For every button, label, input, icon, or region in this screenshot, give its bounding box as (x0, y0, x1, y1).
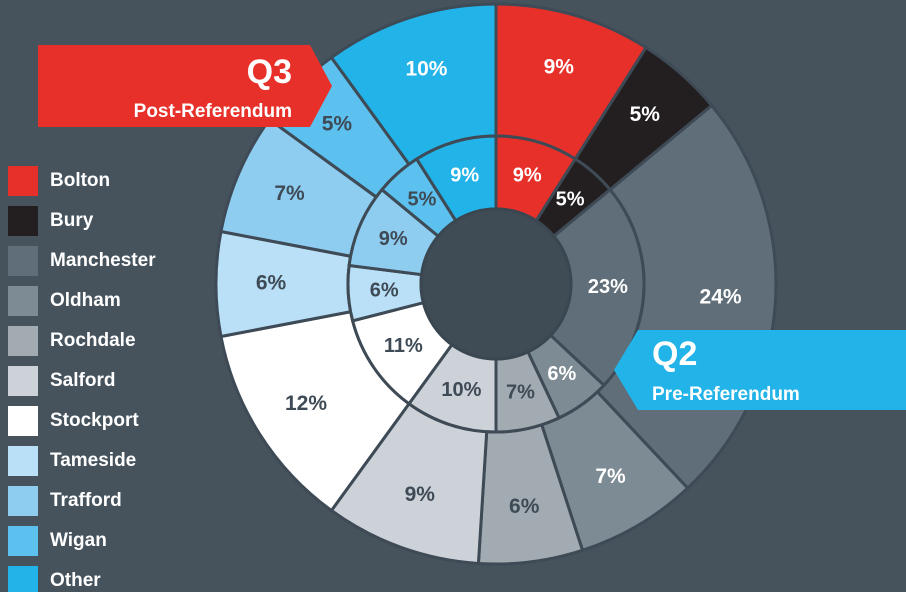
value-label: 9% (379, 228, 408, 250)
legend-swatch (8, 526, 38, 556)
value-label: 9% (450, 165, 479, 187)
legend-swatch (8, 286, 38, 316)
value-label: 7% (506, 382, 535, 404)
q3-title: Q3 (247, 53, 292, 91)
legend-label: Tameside (50, 450, 136, 471)
legend-swatch (8, 446, 38, 476)
value-label: 12% (285, 392, 327, 415)
rings (214, 2, 778, 566)
value-label: 7% (274, 182, 305, 205)
value-label: 7% (595, 465, 626, 488)
value-label: 9% (405, 483, 436, 506)
legend-label: Trafford (50, 490, 122, 511)
legend-swatch (8, 326, 38, 356)
legend-swatch (8, 566, 38, 592)
q2-title: Q2 (652, 335, 697, 373)
legend-label: Wigan (50, 530, 107, 551)
legend-swatch (8, 486, 38, 516)
value-label: 10% (405, 58, 447, 81)
value-label: 5% (322, 112, 353, 135)
value-label: 6% (370, 279, 399, 301)
legend-swatch (8, 206, 38, 236)
q2-callout (614, 330, 906, 410)
value-label: 6% (547, 363, 576, 385)
legend-label: Other (50, 570, 101, 591)
value-label: 9% (544, 55, 575, 78)
value-label: 10% (441, 379, 481, 401)
value-label: 5% (630, 103, 661, 126)
labels: 9% 5% 24% 7% 6% 9% 12% 6% 7% 5% 10% 9% 5% 23% 6% 7% 10% 1… (256, 55, 742, 517)
legend-label: Manchester (50, 250, 156, 271)
value-label: 6% (509, 495, 540, 518)
value-label: 5% (556, 188, 585, 210)
q3-callout (38, 45, 332, 127)
legend-label: Rochdale (50, 330, 136, 351)
value-label: 24% (700, 286, 742, 309)
q3-subtitle: Post-Referendum (134, 101, 292, 122)
hole (419, 207, 573, 361)
value-label: 9% (513, 165, 542, 187)
legend-swatch (8, 406, 38, 436)
legend-label: Oldham (50, 290, 121, 311)
value-label: 6% (256, 272, 287, 295)
q2-subtitle: Pre-Referendum (652, 384, 800, 405)
legend-swatch (8, 246, 38, 276)
value-label: 23% (588, 276, 628, 298)
legend-swatch (8, 166, 38, 196)
value-label: 11% (384, 335, 423, 357)
value-label: 5% (407, 188, 436, 210)
legend-label: Stockport (50, 410, 139, 431)
legend-label: Bolton (50, 170, 110, 191)
legend-label: Bury (50, 210, 94, 231)
legend-swatch (8, 366, 38, 396)
legend: Bolton Bury Manchester Oldham Rochdale Salfor… (8, 166, 156, 592)
legend-label: Salford (50, 370, 115, 391)
